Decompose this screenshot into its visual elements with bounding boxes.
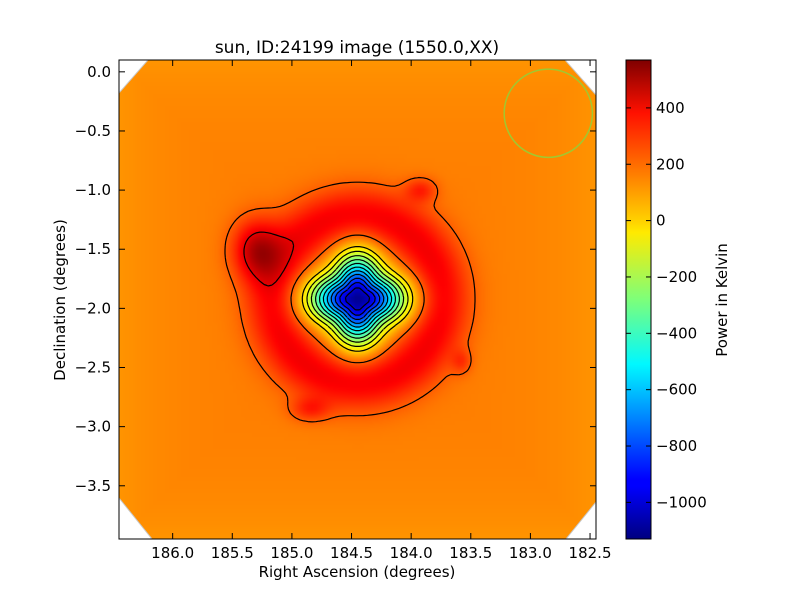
x-tick-label: 185.0 <box>270 544 313 562</box>
contour-line <box>322 266 393 332</box>
contour-line <box>330 273 385 324</box>
y-tick-label: −0.5 <box>75 122 111 140</box>
contour-line <box>243 231 295 287</box>
x-tick-label: 186.0 <box>151 544 194 562</box>
y-tick-label: −3.5 <box>75 477 111 495</box>
colorbar <box>626 60 651 539</box>
colorbar-tick-label: −200 <box>656 268 697 286</box>
colorbar-frame <box>625 59 652 540</box>
y-tick-label: −3.0 <box>75 418 111 436</box>
contour-line <box>310 255 405 343</box>
colorbar-tick-label: −400 <box>656 324 697 342</box>
y-tick-label: −1.0 <box>75 181 111 199</box>
x-axis-label: Right Ascension (degrees) <box>259 563 456 581</box>
y-tick-label: 0.0 <box>87 63 111 81</box>
contour-line <box>344 287 371 311</box>
contour-line <box>339 282 376 316</box>
x-tick-label: 183.0 <box>509 544 552 562</box>
contour-line <box>224 176 476 423</box>
x-tick-label: 184.0 <box>390 544 433 562</box>
x-tick-label: 183.5 <box>449 544 492 562</box>
x-axis-ticks: 186.0 185.5 185.0 184.5 184.0 183.5 183.0 182.5 <box>151 60 612 562</box>
contour-line <box>315 259 400 339</box>
contour-line <box>319 262 396 335</box>
y-axis-label: Declination (degrees) <box>51 219 69 381</box>
contour-line <box>334 277 381 320</box>
colorbar-tick-label: 400 <box>656 99 685 117</box>
x-tick-label: 185.5 <box>211 544 254 562</box>
colorbar-tick-label: 200 <box>656 155 685 173</box>
colorbar-tick-label: −600 <box>656 381 697 399</box>
contour-line <box>301 246 414 352</box>
y-tick-label: −2.5 <box>75 359 111 377</box>
y-tick-label: −1.5 <box>75 240 111 258</box>
contour-lines <box>224 176 476 423</box>
colorbar-tick-label: 0 <box>656 212 666 230</box>
y-tick-label: −2.0 <box>75 299 111 317</box>
colorbar-tick-label: −800 <box>656 437 697 455</box>
x-tick-label: 182.5 <box>569 544 612 562</box>
colorbar-label: Power in Kelvin <box>713 243 731 357</box>
plot-image <box>119 60 596 539</box>
contour-line <box>306 250 409 347</box>
x-tick-label: 184.5 <box>330 544 373 562</box>
colorbar-ticks: 400 200 0 −200 −400 −600 −800 −1000 <box>626 99 707 511</box>
beam-circle <box>503 68 594 159</box>
y-axis-ticks: 0.0 −0.5 −1.0 −1.5 −2.0 −2.5 −3.0 −3.5 <box>75 63 596 495</box>
contour-line <box>326 270 389 328</box>
corner-masks <box>119 60 596 539</box>
colorbar-tick-label: −1000 <box>656 493 707 511</box>
heatmap-image <box>119 60 596 539</box>
plot-frame <box>118 59 597 540</box>
chart-title: sun, ID:24199 image (1550.0,XX) <box>215 38 499 58</box>
